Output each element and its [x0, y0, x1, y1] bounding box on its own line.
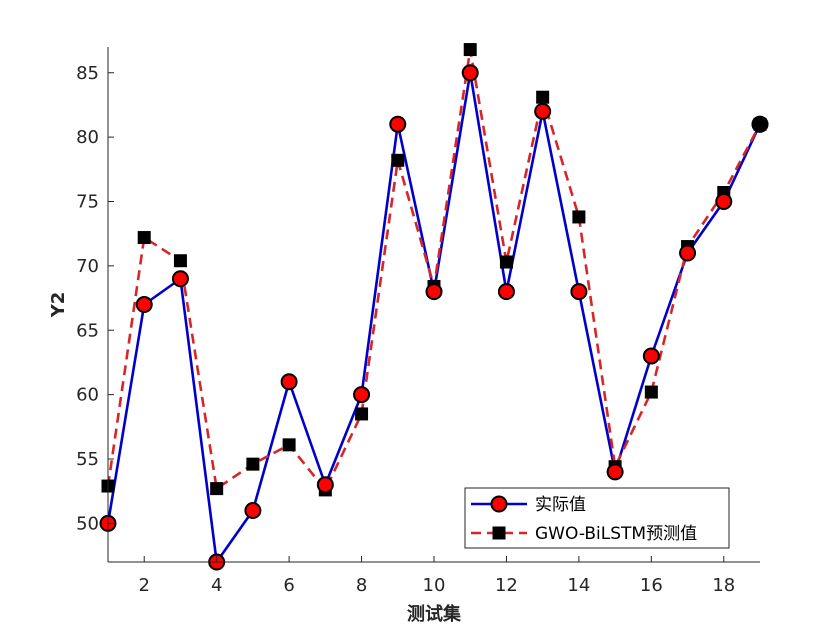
- series-2-point: [210, 482, 224, 496]
- series-1-last-point: [751, 115, 769, 133]
- x-tick-label: 8: [356, 575, 367, 596]
- y-tick-label: 75: [76, 192, 99, 213]
- series-2-point: [463, 43, 477, 57]
- series-2-point: [536, 90, 550, 104]
- series-1-point: [570, 283, 588, 301]
- series-2-point: [173, 254, 187, 268]
- legend-box: [464, 487, 730, 549]
- series-1-point: [606, 463, 624, 481]
- legend-item-1: 实际值: [471, 495, 586, 515]
- x-tick-label: 4: [211, 575, 222, 596]
- series-1-point: [280, 373, 298, 391]
- series-2-point: [137, 231, 151, 245]
- series-1-point: [171, 270, 189, 288]
- series-2-point: [282, 438, 296, 452]
- x-tick-label: 18: [712, 575, 735, 596]
- y-axis-title: Y2: [48, 292, 69, 319]
- legend: 实际值 GWO-BiLSTM预测值: [464, 487, 730, 549]
- series-2-point: [355, 407, 369, 421]
- y-tick-label: 65: [76, 320, 99, 341]
- series-2-point: [391, 153, 405, 167]
- series-1-point: [389, 115, 407, 133]
- x-tick-label: 12: [495, 575, 518, 596]
- x-tick-label: 16: [640, 575, 663, 596]
- plot-area: [108, 47, 760, 562]
- series-1-point: [534, 102, 552, 120]
- x-axis-title: 测试集: [407, 603, 462, 625]
- series-2-point: [644, 385, 658, 399]
- y-tick-label: 55: [76, 449, 99, 470]
- series-1-point: [425, 283, 443, 301]
- series-1-point: [461, 64, 479, 82]
- x-tick-label: 10: [423, 575, 446, 596]
- x-tick-label: 6: [283, 575, 294, 596]
- y-tick-label: 85: [76, 63, 99, 84]
- series-1-point: [715, 193, 733, 210]
- legend-item-2: GWO-BiLSTM预测值: [471, 524, 697, 544]
- series-2-point: [499, 255, 513, 269]
- series-1-point: [642, 347, 660, 365]
- series-2-point: [572, 210, 586, 224]
- legend-label: 实际值: [535, 495, 586, 515]
- series-1-point: [244, 502, 262, 519]
- x-tick-label: 14: [567, 575, 590, 596]
- y-tick-label: 50: [76, 513, 99, 534]
- series-1-point: [497, 283, 515, 301]
- series-1-point: [316, 476, 334, 494]
- y-tick-label: 60: [76, 385, 99, 406]
- series-2-point: [246, 457, 260, 471]
- y-tick-label: 80: [76, 127, 99, 148]
- plot-background: [108, 47, 760, 562]
- axes-layer: 2 4 6 8 10 12 14 16 18 50 55 60 65 70 75 80 85: [76, 47, 760, 596]
- legend-label: GWO-BiLSTM预测值: [535, 524, 697, 544]
- series-1-point: [679, 244, 697, 262]
- x-tick-label: 2: [138, 575, 149, 596]
- legend-swatch-marker: [492, 526, 506, 540]
- y-tick-label: 70: [76, 256, 99, 277]
- series-1-point: [353, 386, 371, 404]
- legend-swatch-marker: [490, 495, 508, 513]
- series-1-point: [135, 296, 153, 313]
